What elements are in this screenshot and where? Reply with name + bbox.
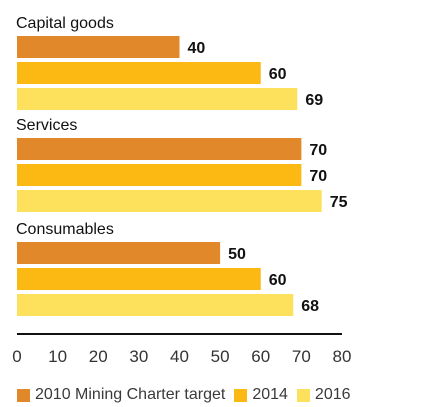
x-tick-label-0: 0 (12, 347, 21, 366)
data-label-capital-goods-2010-mining-charter-target: 40 (188, 40, 206, 57)
bar-services-2010-mining-charter-target (17, 138, 302, 160)
bar-capital-goods-2016 (17, 88, 298, 110)
bar-consumables-2010-mining-charter-target (17, 242, 221, 264)
bar-consumables-2016 (17, 294, 294, 316)
bar-services-2016 (17, 190, 322, 212)
data-label-consumables-2016: 68 (301, 298, 319, 315)
bar-services-2014 (17, 164, 302, 186)
data-label-services-2014: 70 (309, 168, 327, 185)
legend-swatch-2014 (234, 388, 248, 402)
x-tick-label-60: 60 (251, 347, 270, 366)
legend: 2010 Mining Charter target 2014 2016 (17, 386, 360, 404)
data-label-consumables-2010-mining-charter-target: 50 (228, 246, 246, 263)
bar-capital-goods-2010-mining-charter-target (17, 36, 180, 58)
legend-swatch-2010-target (17, 388, 30, 402)
data-label-capital-goods-2014: 60 (269, 66, 287, 83)
x-tick-label-40: 40 (170, 347, 189, 366)
x-tick-label-30: 30 (129, 347, 148, 366)
legend-item-2014: 2014 (234, 386, 288, 404)
legend-swatch-2016 (296, 388, 310, 402)
category-label-services: Services (16, 117, 77, 134)
legend-item-2016: 2016 (296, 386, 351, 404)
bar-capital-goods-2014 (17, 62, 261, 84)
x-tick-label-70: 70 (292, 347, 311, 366)
legend-label-2014: 2014 (252, 386, 288, 403)
data-label-consumables-2014: 60 (269, 272, 287, 289)
x-tick-label-20: 20 (89, 347, 108, 366)
legend-label-2016: 2016 (314, 386, 351, 403)
category-label-capital-goods: Capital goods (16, 15, 114, 32)
category-label-consumables: Consumables (16, 221, 114, 238)
x-tick-label-80: 80 (333, 347, 352, 366)
data-label-services-2010-mining-charter-target: 70 (309, 142, 327, 159)
bar-chart: Capital goods406069Services707075Consuma… (12, 15, 352, 366)
bar-consumables-2014 (17, 268, 261, 290)
data-label-services-2016: 75 (330, 194, 348, 211)
data-label-capital-goods-2016: 69 (305, 92, 323, 109)
x-tick-label-50: 50 (211, 347, 230, 366)
legend-label-2010-target: 2010 Mining Charter target (35, 386, 226, 403)
x-tick-label-10: 10 (48, 347, 67, 366)
legend-item-2010-target: 2010 Mining Charter target (17, 386, 225, 404)
